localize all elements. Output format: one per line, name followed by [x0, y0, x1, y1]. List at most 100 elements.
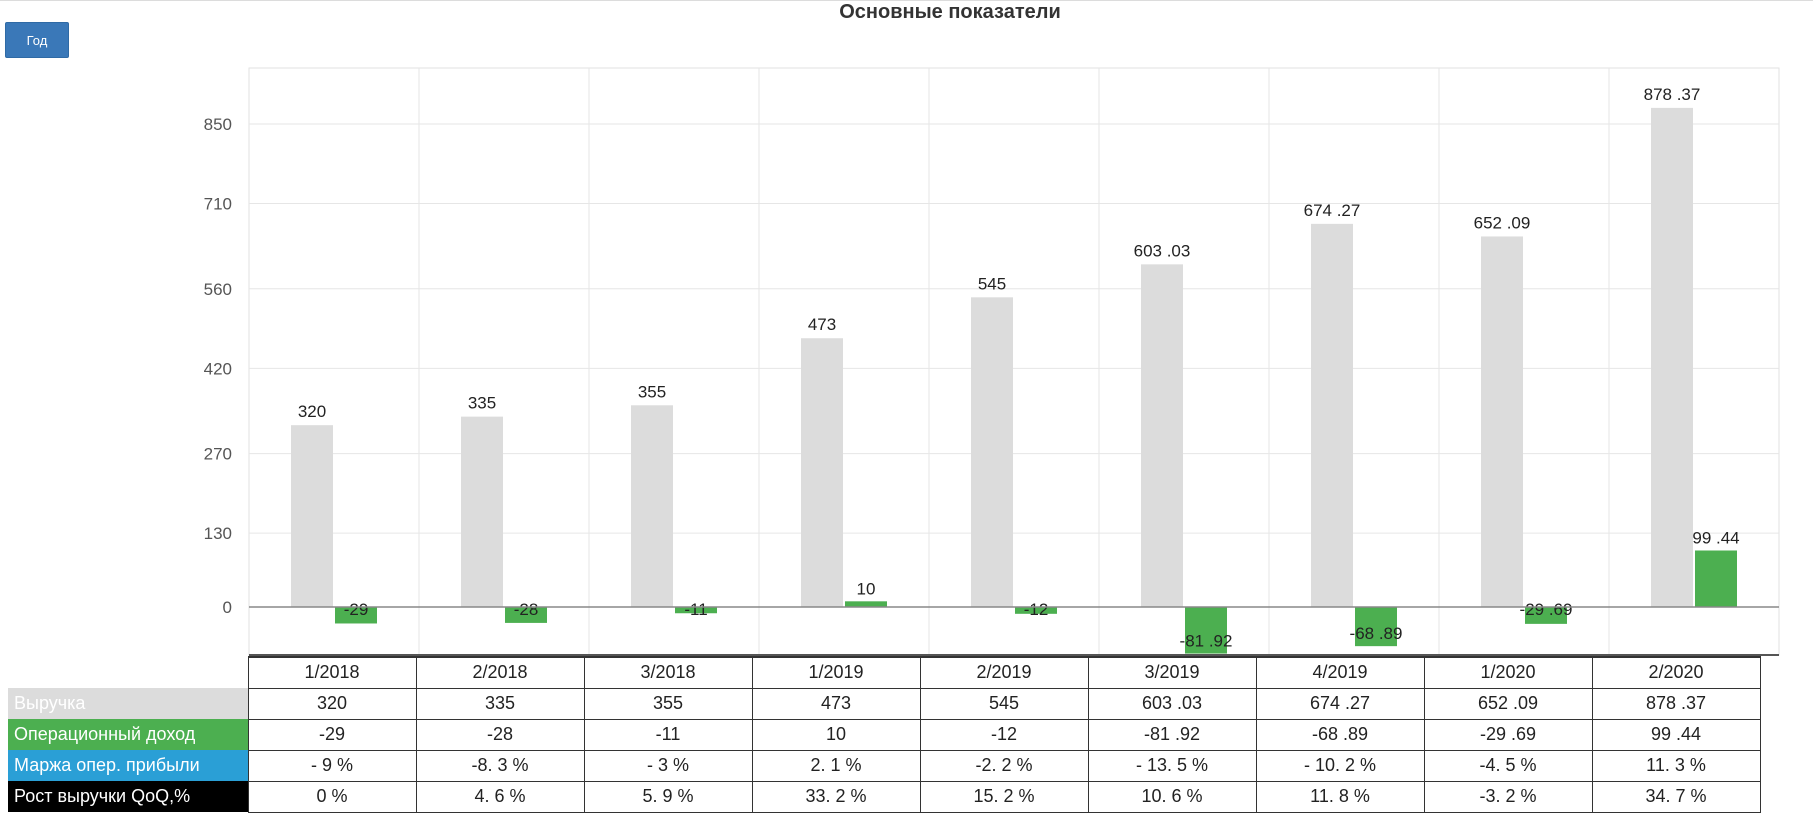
year-button[interactable]: Год	[5, 22, 69, 58]
y-tick-label: 560	[204, 280, 232, 299]
table-cell: 33. 2 %	[751, 780, 921, 813]
table-cell: 473	[751, 687, 921, 720]
revenue-data-label: 473	[808, 315, 836, 334]
table-row: Выручка 320 335 355 473 545 603 .03 674 .27 652 …	[8, 687, 1761, 720]
op-income-bar	[675, 607, 717, 614]
table-row: Рост выручки QoQ,% 0 % 4. 6 % 5. 9 % 33. 2 %…	[8, 780, 1761, 813]
revenue-bar	[1141, 264, 1183, 607]
y-tick-label: 130	[204, 524, 232, 543]
revenue-bar	[801, 338, 843, 607]
revenue-data-label: 355	[638, 382, 666, 401]
table-cell: 652 .09	[1423, 687, 1593, 720]
revenue-bar	[631, 405, 673, 607]
op-income-bar	[845, 601, 887, 607]
revenue-bar	[1651, 107, 1693, 608]
top-divider	[0, 0, 1813, 1]
revenue-bar	[971, 297, 1013, 607]
op-income-bar	[1185, 607, 1227, 654]
y-tick-label: 270	[204, 445, 232, 464]
table-cell: 10. 6 %	[1087, 780, 1257, 813]
table-cell: 355	[583, 687, 753, 720]
chart-area: 850 710 560 420 270 130 0 320 -29 335 -28 355 -11 473…	[204, 67, 1780, 656]
category-header-cell: 3/2019	[1087, 656, 1257, 689]
revenue-bar	[291, 425, 333, 607]
table-cell: 320	[247, 687, 417, 720]
table-header-row: 1/2018 2/2018 3/2018 1/2019 2/2019 3/2019 4/20…	[8, 656, 1761, 689]
table-cell: -3. 2 %	[1423, 780, 1593, 813]
category-header-cell: 4/2019	[1255, 656, 1425, 689]
y-tick-label: 850	[204, 115, 232, 134]
table-cell: 10	[751, 718, 921, 751]
op-income-data-label: -29 .69	[1520, 600, 1573, 619]
table-cell: 11. 3 %	[1591, 749, 1761, 782]
op-income-data-label: -29	[344, 600, 369, 619]
revenue-data-label: 878 .37	[1644, 85, 1701, 104]
op-income-bar	[505, 607, 547, 623]
table-cell: 15. 2 %	[919, 780, 1089, 813]
table-cell: - 13. 5 %	[1087, 749, 1257, 782]
table-cell: -81 .92	[1087, 718, 1257, 751]
table-cell: -2. 2 %	[919, 749, 1089, 782]
table-cell: 0 %	[247, 780, 417, 813]
table-cell: -29 .69	[1423, 718, 1593, 751]
revenue-bar	[461, 416, 503, 607]
table-cell: 335	[415, 687, 585, 720]
table-cell: 34. 7 %	[1591, 780, 1761, 813]
chart-title: Основные показатели	[839, 1, 1061, 23]
op-income-data-label: -68 .89	[1350, 624, 1403, 643]
op-income-data-label: -28	[514, 600, 539, 619]
category-header-cell: 2/2019	[919, 656, 1089, 689]
table-cell: 4. 6 %	[415, 780, 585, 813]
revenue-bar	[1481, 236, 1523, 607]
table-cell: - 3 %	[583, 749, 753, 782]
revenue-data-label: 652 .09	[1474, 213, 1531, 232]
table-cell: -68 .89	[1255, 718, 1425, 751]
table-cell: 545	[919, 687, 1089, 720]
table-cell: -29	[247, 718, 417, 751]
table-cell: -28	[415, 718, 585, 751]
y-tick-label: 710	[204, 195, 232, 214]
table-cell: -11	[583, 718, 753, 751]
table-cell: -4. 5 %	[1423, 749, 1593, 782]
revenue-bar	[1311, 223, 1353, 607]
revenue-data-label: 674 .27	[1304, 201, 1361, 220]
table-header-blank	[8, 657, 248, 688]
row-label: Маржа опер. прибыли	[8, 750, 248, 781]
table-cell: 5. 9 %	[583, 780, 753, 813]
category-header-cell: 1/2019	[751, 656, 921, 689]
row-label: Выручка	[8, 688, 248, 719]
category-header-cell: 1/2018	[247, 656, 417, 689]
category-header-cell: 3/2018	[583, 656, 753, 689]
table-cell: 2. 1 %	[751, 749, 921, 782]
row-label: Рост выручки QoQ,%	[8, 781, 248, 812]
table-cell: 878 .37	[1591, 687, 1761, 720]
category-header-cell: 2/2018	[415, 656, 585, 689]
op-income-data-label: -81 .92	[1180, 632, 1233, 651]
revenue-data-label: 603 .03	[1134, 241, 1191, 260]
revenue-data-label: 545	[978, 274, 1006, 293]
data-table: 1/2018 2/2018 3/2018 1/2019 2/2019 3/2019 4/20…	[8, 656, 1761, 813]
row-label: Операционный доход	[8, 719, 248, 750]
table-cell: -8. 3 %	[415, 749, 585, 782]
table-cell: 11. 8 %	[1255, 780, 1425, 813]
y-tick-label: 420	[204, 359, 232, 378]
category-header-cell: 2/2020	[1591, 656, 1761, 689]
category-header-cell: 1/2020	[1423, 656, 1593, 689]
op-income-bar	[1695, 550, 1737, 607]
op-income-data-label: 99 .44	[1692, 528, 1739, 547]
op-income-bar	[1015, 607, 1057, 614]
revenue-data-label: 335	[468, 394, 496, 413]
op-income-data-label: -12	[1024, 600, 1049, 619]
table-row: Маржа опер. прибыли - 9 % -8. 3 % - 3 % 2. 1…	[8, 749, 1761, 782]
op-income-bar	[1525, 607, 1567, 624]
table-cell: - 10. 2 %	[1255, 749, 1425, 782]
table-cell: - 9 %	[247, 749, 417, 782]
y-tick-label: 0	[223, 598, 232, 617]
table-cell: 99 .44	[1591, 718, 1761, 751]
op-income-data-label: -11	[684, 600, 707, 619]
table-cell: 603 .03	[1087, 687, 1257, 720]
table-row: Операционный доход -29 -28 -11 10 -12 -81 .92-…	[8, 718, 1761, 751]
revenue-data-label: 320	[298, 402, 326, 421]
table-cell: 674 .27	[1255, 687, 1425, 720]
op-income-data-label: 10	[857, 579, 876, 598]
